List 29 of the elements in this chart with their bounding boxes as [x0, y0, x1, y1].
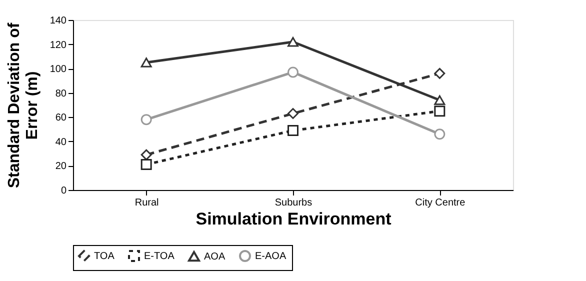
point [288, 66, 298, 78]
x-tick-label: Rural [134, 198, 159, 208]
y-tick-label: 40 [55, 136, 67, 148]
x-tick-label: City Centre [415, 198, 466, 208]
legend-label: E-TOA [144, 251, 175, 262]
legend-label: E-AOA [255, 251, 286, 262]
point [288, 37, 298, 47]
legend-label: TOA [94, 251, 115, 262]
y-tick-label: 120 [50, 40, 67, 51]
x-axis-title: Simulation Environment [196, 210, 392, 228]
point [140, 114, 152, 126]
y-tick-label: 60 [55, 112, 67, 124]
point [288, 108, 298, 119]
y-tick-label: 20 [55, 161, 67, 172]
point [434, 68, 446, 79]
y-tick-label: 0 [60, 186, 67, 196]
point [140, 58, 152, 68]
point [434, 95, 446, 105]
point [434, 106, 446, 117]
point [288, 125, 298, 136]
y-axis-title: Standard Deviation of Error (m) [6, 22, 41, 188]
point [140, 149, 152, 160]
y-tick-label: 140 [50, 16, 67, 26]
y-tick-label: 100 [50, 64, 67, 76]
legend-label: AOA [204, 251, 226, 262]
point [140, 159, 152, 170]
x-tick-label: Suburbs [274, 198, 312, 208]
y-tick-label: 80 [55, 88, 67, 100]
point [434, 128, 446, 140]
